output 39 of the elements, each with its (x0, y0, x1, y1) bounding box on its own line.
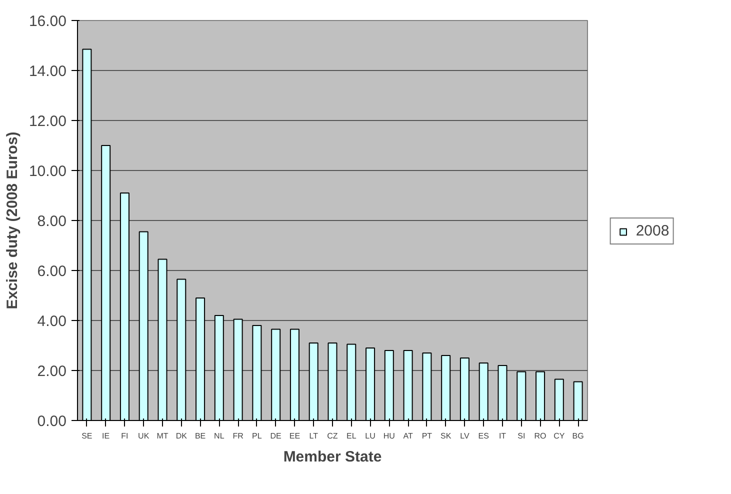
x-tick-label: DE (270, 432, 282, 440)
x-tick-label: IT (498, 432, 506, 440)
y-tick-label: 6.00 (37, 263, 67, 280)
x-tick-label: ES (478, 432, 489, 440)
y-tick-label: 14.00 (28, 63, 67, 80)
x-tick-label: AT (403, 432, 413, 440)
x-tick-label: BG (572, 432, 584, 440)
x-tick-label: LV (460, 432, 470, 440)
x-tick-label: PT (422, 432, 432, 440)
x-tick-label: LU (365, 432, 376, 440)
x-tick-label: LT (309, 432, 318, 440)
x-tick-label: EE (289, 432, 300, 440)
x-tick-label: IE (102, 432, 110, 440)
y-tick-label: 12.00 (28, 113, 67, 130)
x-tick-label: FR (232, 432, 244, 440)
x-tick-label: RO (534, 432, 546, 440)
x-tick-label: SI (518, 432, 526, 440)
y-tick-label: 0.00 (37, 413, 67, 430)
x-tick-label: CY (554, 432, 566, 440)
x-tick-label: SK (440, 432, 452, 440)
x-axis-title: Member State (283, 448, 382, 466)
legend-label: 2008 (636, 222, 670, 240)
y-tick-label: 16.00 (28, 13, 67, 30)
x-tick-label: SE (82, 432, 92, 440)
y-tick-label: 10.00 (28, 163, 67, 180)
y-axis-title: Excise duty (2008 Euros) (4, 132, 21, 310)
x-tick-label: CZ (327, 432, 338, 440)
x-tick-label: PL (252, 432, 262, 440)
x-tick-label: UK (138, 432, 150, 440)
x-tick-label: FI (121, 432, 128, 440)
x-tick-label: DK (176, 432, 188, 440)
x-tick-label: EL (346, 432, 357, 440)
x-tick-label: BE (194, 432, 206, 440)
y-tick-label: 4.00 (37, 313, 67, 330)
y-tick-label: 2.00 (37, 363, 67, 380)
x-tick-label: MT (156, 432, 168, 440)
x-tick-label: NL (214, 432, 225, 440)
x-tick-label: HU (383, 432, 396, 440)
y-tick-label: 8.00 (37, 213, 67, 230)
